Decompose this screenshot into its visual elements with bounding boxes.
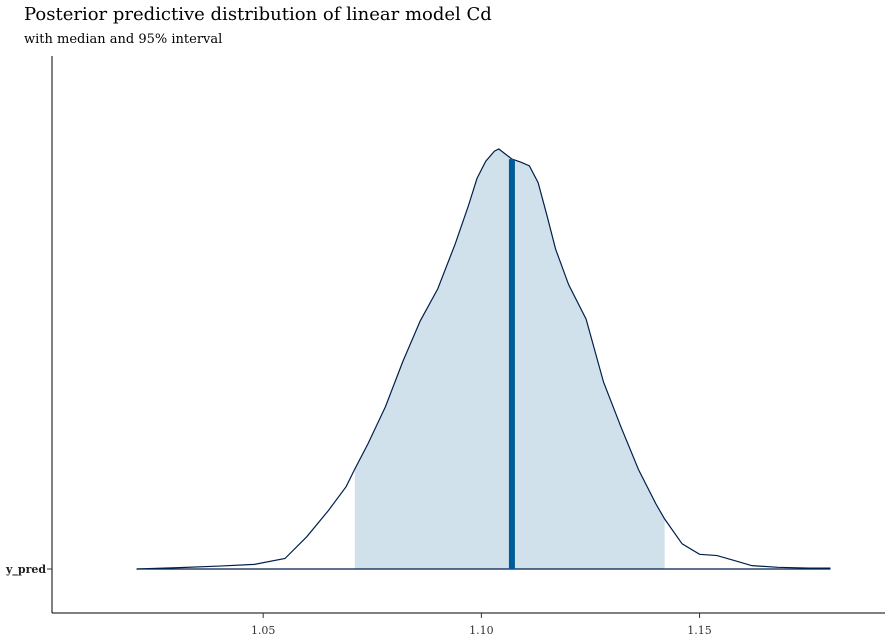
x-tick-label-0: 1.05: [251, 624, 276, 637]
chart-title: Posterior predictive distribution of lin…: [24, 4, 492, 25]
x-tick-label-1: 1.10: [469, 624, 494, 637]
x-tick-label-2: 1.15: [687, 624, 712, 637]
x-axis-ticks: 1.05 1.10 1.15: [251, 613, 712, 637]
density-curve: [136, 148, 831, 570]
chart-subtitle: with median and 95% interval: [24, 32, 223, 47]
y-category-label: y_pred: [6, 563, 47, 576]
